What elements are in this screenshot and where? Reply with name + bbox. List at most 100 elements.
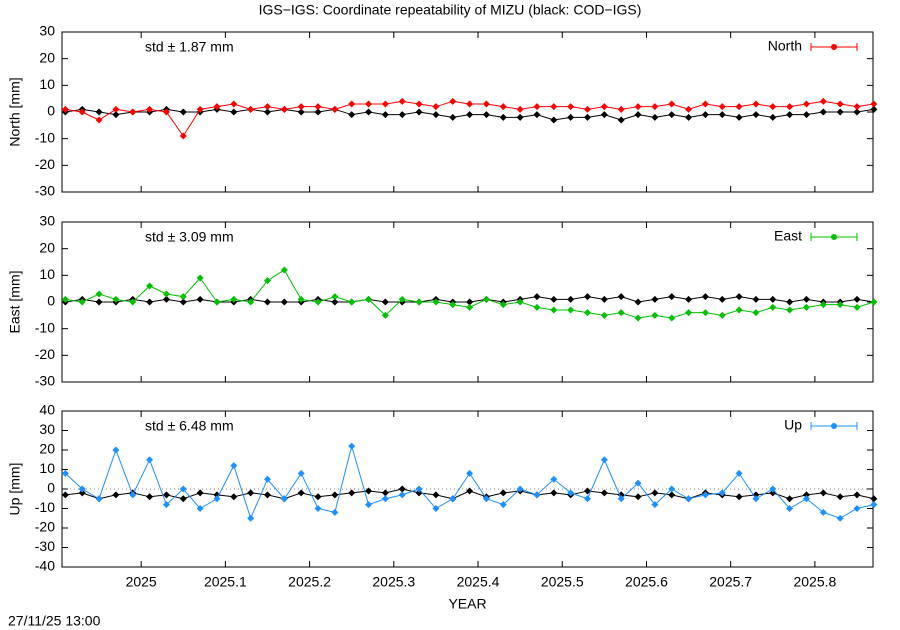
data-point [482, 111, 490, 119]
data-point [617, 293, 625, 301]
data-point [752, 495, 760, 503]
data-point [752, 295, 760, 303]
data-point [567, 295, 575, 303]
data-point [584, 113, 592, 121]
data-point [550, 306, 558, 314]
data-point [482, 100, 490, 108]
y-tick-label: 30 [39, 213, 55, 229]
data-point [146, 105, 154, 113]
y-tick-label: -20 [35, 346, 55, 362]
data-point [466, 298, 474, 306]
data-point [584, 105, 592, 113]
data-point [466, 100, 474, 108]
data-point [129, 298, 137, 306]
data-point [348, 100, 356, 108]
data-point [280, 495, 288, 503]
data-point [297, 108, 305, 116]
data-point [836, 514, 844, 522]
data-point [819, 97, 827, 105]
y-tick-label: 20 [39, 441, 55, 457]
data-point [415, 108, 423, 116]
data-point [331, 293, 339, 301]
data-point [263, 491, 271, 499]
data-point [718, 489, 726, 497]
data-point [634, 479, 642, 487]
data-point [61, 295, 69, 303]
data-point [567, 306, 575, 314]
y-tick-label: 10 [39, 76, 55, 92]
data-point [196, 105, 204, 113]
data-point [600, 489, 608, 497]
data-point [415, 485, 423, 493]
data-point [769, 295, 777, 303]
data-point [668, 293, 676, 301]
data-point [381, 298, 389, 306]
data-point [516, 485, 524, 493]
data-point [735, 293, 743, 301]
data-point [112, 446, 120, 454]
data-point [348, 111, 356, 119]
data-point [617, 309, 625, 317]
std-annotation: std ± 3.09 mm [145, 229, 234, 245]
data-point [230, 462, 238, 470]
data-point [381, 311, 389, 319]
data-point [701, 491, 709, 499]
data-point [584, 487, 592, 495]
data-point [600, 295, 608, 303]
chart-title: IGS−IGS: Coordinate repeatability of MIZ… [259, 2, 642, 18]
y-axis-label: North [mm] [7, 77, 23, 146]
data-point [584, 309, 592, 317]
legend-marker [831, 44, 837, 50]
data-point [398, 295, 406, 303]
data-point [146, 282, 154, 290]
data-point [651, 103, 659, 111]
data-point [112, 491, 120, 499]
data-point [61, 469, 69, 477]
x-tick-label: 2025.8 [793, 574, 836, 590]
data-point [499, 301, 507, 309]
x-axis-label: YEAR [448, 596, 486, 612]
data-point [499, 103, 507, 111]
data-point [314, 108, 322, 116]
data-point [348, 489, 356, 497]
y-tick-label: -30 [35, 538, 55, 554]
data-point [668, 314, 676, 322]
y-tick-label: 20 [39, 239, 55, 255]
data-point [95, 290, 103, 298]
data-point [61, 491, 69, 499]
data-point [179, 298, 187, 306]
data-point [196, 295, 204, 303]
data-point [769, 103, 777, 111]
y-tick-label: -20 [35, 519, 55, 535]
data-point [230, 295, 238, 303]
data-point [196, 505, 204, 512]
timestamp: 27/11/25 13:00 [8, 613, 101, 629]
data-point [836, 301, 844, 309]
data-point [701, 100, 709, 108]
data-point [179, 293, 187, 301]
data-point [146, 298, 154, 306]
data-point [600, 111, 608, 119]
data-point [634, 314, 642, 322]
data-point [314, 103, 322, 111]
data-point [263, 475, 271, 483]
data-point [179, 108, 187, 116]
data-point [533, 103, 541, 111]
data-point [600, 103, 608, 111]
data-point [701, 293, 709, 301]
data-point [179, 495, 187, 503]
data-point [263, 277, 271, 285]
x-tick-label: 2025.5 [541, 574, 584, 590]
data-point [516, 298, 524, 306]
x-tick-label: 2025.3 [372, 574, 415, 590]
data-point [95, 298, 103, 306]
data-point [769, 303, 777, 311]
data-point [112, 105, 120, 113]
data-point [162, 491, 170, 499]
data-point [516, 105, 524, 113]
data-point [600, 311, 608, 319]
data-point [819, 508, 827, 516]
legend-marker [831, 423, 837, 429]
data-point [432, 298, 440, 306]
data-point [331, 298, 339, 306]
